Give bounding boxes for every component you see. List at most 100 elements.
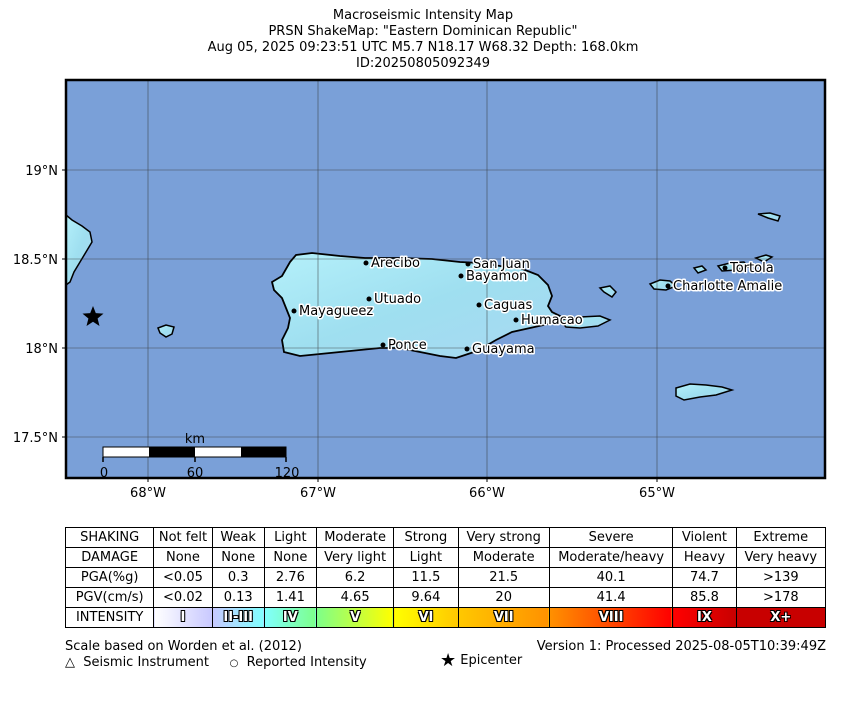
lon-label: 65°W xyxy=(639,486,675,501)
city-label-caguas: Caguas xyxy=(484,298,533,313)
intensity-cell: V xyxy=(315,607,395,628)
lon-label: 68°W xyxy=(130,486,166,501)
legend-row-label: DAMAGE xyxy=(64,547,155,568)
legend-cell: Very heavy xyxy=(735,547,827,568)
legend-cell: 0.13 xyxy=(211,587,265,608)
map-frame xyxy=(64,78,827,480)
legend-key-instrument: △ Seismic Instrument ○ Reported Intensit… xyxy=(65,655,367,672)
city-dot xyxy=(722,265,728,271)
legend-row-pgv: PGV(cm/s) <0.02 0.13 1.41 4.65 9.64 20 4… xyxy=(64,587,827,608)
intensity-cell: X+ xyxy=(735,607,827,628)
hispaniola-land xyxy=(65,213,93,287)
city-label-bayamon: Bayamon xyxy=(466,269,527,284)
legend-cell: 40.1 xyxy=(548,567,674,588)
legend-cell: >178 xyxy=(735,587,827,608)
city-label-mayagueez: Mayagueez xyxy=(299,304,373,319)
intensity-cell: VI xyxy=(393,607,459,628)
city-label-charlotte-amalie: Charlotte Amalie xyxy=(673,279,782,294)
legend-cell: None xyxy=(153,547,213,568)
lat-label: 18.5°N xyxy=(13,253,58,268)
city-dot xyxy=(291,308,297,314)
legend-row-intensity: INTENSITY I II-III IV V VI VII VIII IX X… xyxy=(64,607,827,628)
map-title: Macroseismic Intensity Map xyxy=(332,8,514,23)
culebra-island xyxy=(598,285,618,298)
scale-bar: km 0 60 120 xyxy=(100,432,300,481)
intensity-cell: IV xyxy=(263,607,317,628)
intensity-map: 19°N 18.5°N 18°N 17.5°N 68°W 67°W 66°W 6… xyxy=(13,78,827,501)
graticule xyxy=(66,80,825,478)
legend-cell: Extreme xyxy=(735,527,827,548)
legend-cell: Moderate xyxy=(315,527,395,548)
st-john-island xyxy=(692,265,708,274)
city-label-guayama: Guayama xyxy=(472,342,535,357)
legend-cell: 4.65 xyxy=(315,587,395,608)
scale-bar-label: 0 xyxy=(100,466,108,481)
legend-cell: 2.76 xyxy=(263,567,317,588)
city-dot xyxy=(380,342,386,348)
virgin-gorda-island xyxy=(753,254,774,263)
st-croix-island xyxy=(675,383,735,401)
legend-cell: Severe xyxy=(548,527,674,548)
map-subtitle: PRSN ShakeMap: "Eastern Dominican Republ… xyxy=(268,24,578,39)
legend-row-label: SHAKING xyxy=(64,527,155,548)
legend-cell: Light xyxy=(393,547,459,568)
legend-row-damage: DAMAGE None None None Very light Light M… xyxy=(64,547,827,568)
city-label-utuado: Utuado xyxy=(374,292,421,307)
city-dot xyxy=(363,260,369,266)
intensity-cell: IX xyxy=(672,607,737,628)
city-label-humacao: Humacao xyxy=(521,313,583,328)
legend-cell: Weak xyxy=(211,527,265,548)
legend-cell: None xyxy=(211,547,265,568)
lon-label: 67°W xyxy=(300,486,336,501)
intensity-legend-table: SHAKING Not felt Weak Light Moderate Str… xyxy=(64,527,827,628)
legend-cell: 0.3 xyxy=(211,567,265,588)
legend-row-label: PGA(%g) xyxy=(64,567,155,588)
legend-cell: Light xyxy=(263,527,317,548)
city-markers: Arecibo San Juan Bayamon Utuado Caguas M… xyxy=(291,255,784,359)
puerto-rico-land xyxy=(270,252,566,359)
triangle-icon: △ xyxy=(65,655,75,670)
city-label-san-juan: San Juan xyxy=(473,257,530,272)
anegada-island xyxy=(757,212,782,222)
city-dot xyxy=(476,302,482,308)
legend-cell: 20 xyxy=(457,587,550,608)
city-dot xyxy=(513,317,519,323)
city-dot xyxy=(465,261,471,267)
legend-row-pga: PGA(%g) <0.05 0.3 2.76 6.2 11.5 21.5 40.… xyxy=(64,567,827,588)
legend-key-epicenter: ★ Epicenter xyxy=(440,650,523,671)
legend-cell: Strong xyxy=(393,527,459,548)
scale-bar-unit: km xyxy=(185,432,205,447)
intensity-cell: I xyxy=(153,607,213,628)
epicenter-star-icon xyxy=(82,306,104,326)
legend-cell: <0.02 xyxy=(153,587,213,608)
vieques-island xyxy=(558,315,612,329)
event-details: Aug 05, 2025 09:23:51 UTC M5.7 N18.17 W6… xyxy=(207,40,639,55)
lon-label: 66°W xyxy=(469,486,505,501)
city-dot xyxy=(464,346,470,352)
city-label-ponce: Ponce xyxy=(388,338,427,353)
scale-note: Scale based on Worden et al. (2012) xyxy=(65,639,302,654)
legend-cell: 74.7 xyxy=(672,567,737,588)
circle-icon: ○ xyxy=(229,658,239,669)
legend-cell: 6.2 xyxy=(315,567,395,588)
legend-row-shaking: SHAKING Not felt Weak Light Moderate Str… xyxy=(64,527,827,548)
legend-row-label: INTENSITY xyxy=(64,607,155,628)
event-id: ID:20250805092349 xyxy=(355,56,491,71)
legend-cell: 21.5 xyxy=(457,567,550,588)
legend-cell: 11.5 xyxy=(393,567,459,588)
epicenter-label: Epicenter xyxy=(460,653,523,668)
legend-cell: 85.8 xyxy=(672,587,737,608)
city-dot xyxy=(665,283,671,289)
city-label-tortola: Tortola xyxy=(729,261,774,276)
legend-cell: 41.4 xyxy=(548,587,674,608)
intensity-cell: VII xyxy=(457,607,550,628)
star-icon: ★ xyxy=(440,650,457,671)
legend-cell: None xyxy=(263,547,317,568)
legend-cell: 1.41 xyxy=(263,587,317,608)
legend-cell: Very strong xyxy=(457,527,550,548)
lat-label: 17.5°N xyxy=(13,431,58,446)
city-dot xyxy=(458,273,464,279)
city-label-arecibo: Arecibo xyxy=(371,256,420,271)
mona-island xyxy=(157,324,175,338)
legend-cell: Heavy xyxy=(672,547,737,568)
